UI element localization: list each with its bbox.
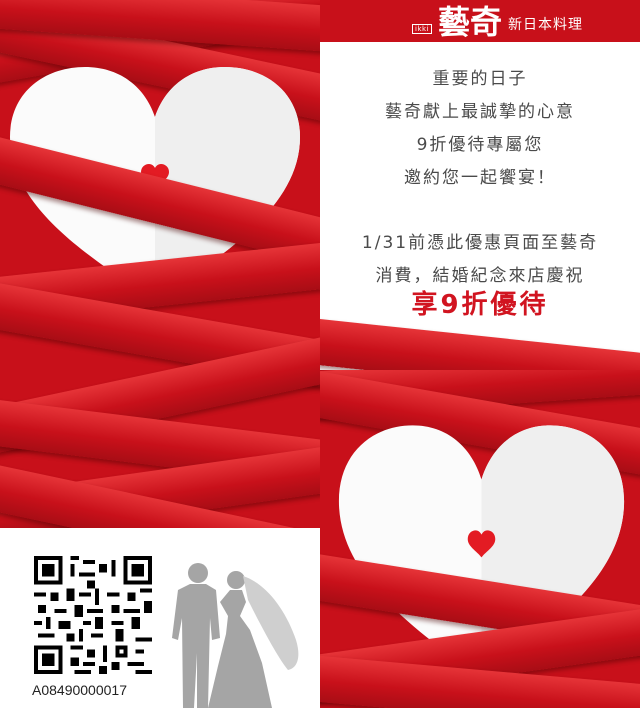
brand-name: 藝奇 bbox=[438, 3, 503, 41]
detail-line: 消費，結婚紀念來店慶祝 bbox=[375, 266, 585, 286]
right-top-panel: ikki 藝奇 新日本料理 重要的日子 藝奇獻上最誠摯的心意 9折優待專屬您 邀… bbox=[320, 0, 640, 370]
left-panel: A08490000017 bbox=[0, 0, 320, 708]
offer-text: 享9折優待 bbox=[411, 290, 549, 320]
message-line: 重要的日子 bbox=[432, 69, 528, 89]
couple-silhouette-icon bbox=[172, 563, 299, 708]
message-line: 藝奇獻上最誠摯的心意 bbox=[385, 102, 575, 122]
brand-header: ikki 藝奇 新日本料理 bbox=[320, 0, 640, 42]
brand-latin: ikki bbox=[412, 24, 432, 34]
detail-line: 1/31前憑此優惠頁面至藝奇 bbox=[361, 233, 599, 253]
coupon-code: A08490000017 bbox=[32, 682, 127, 698]
small-heart-icon bbox=[467, 530, 496, 558]
message-line: 邀約您一起饗宴！ bbox=[404, 168, 556, 188]
qr-code[interactable] bbox=[34, 556, 152, 674]
message-line: 9折優待專屬您 bbox=[416, 135, 544, 155]
brand-subtitle: 新日本料理 bbox=[508, 17, 584, 33]
right-bottom-panel bbox=[320, 370, 640, 708]
brand-logo: ikki 藝奇 新日本料理 bbox=[412, 2, 583, 40]
